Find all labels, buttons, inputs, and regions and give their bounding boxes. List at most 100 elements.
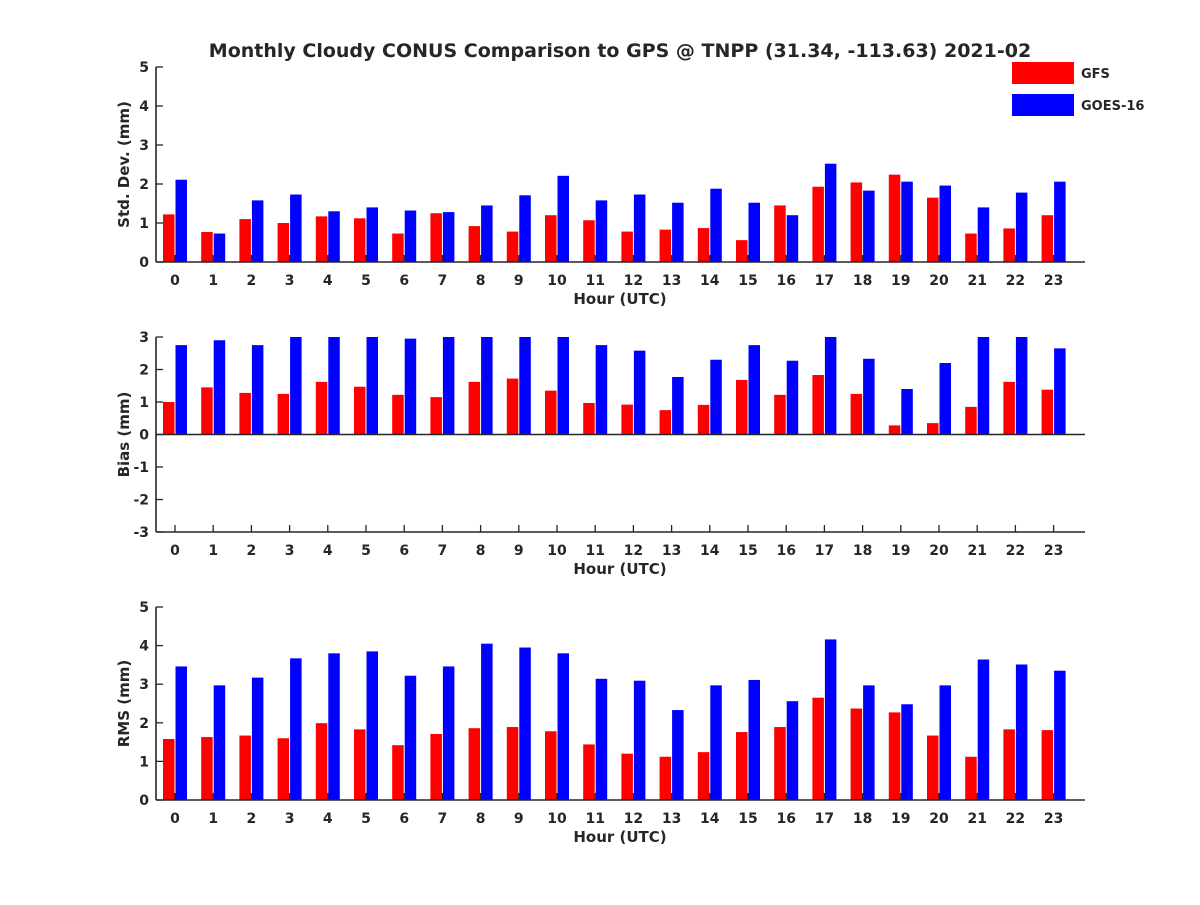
bar-2-0-14 — [697, 752, 710, 800]
bar-0-0-12 — [621, 231, 633, 262]
bar-0-0-4 — [315, 216, 328, 262]
y-tick-label-1-4: 1 — [139, 395, 149, 411]
bar-0-1-6 — [404, 210, 417, 262]
bar-2-0-16 — [774, 727, 786, 800]
x-tick-label-0-18: 18 — [853, 273, 872, 289]
bar-1-0-9 — [506, 378, 519, 435]
x-tick-label-2-6: 6 — [399, 811, 409, 827]
bar-0-1-7 — [442, 212, 455, 262]
x-tick-label-1-1: 1 — [208, 543, 218, 559]
bar-0-1-12 — [633, 194, 646, 262]
y-axis-label-0: Std. Dev. (mm) — [115, 101, 133, 228]
x-tick-label-0-4: 4 — [323, 273, 333, 289]
x-tick-label-2-5: 5 — [361, 811, 371, 827]
bar-0-1-4 — [328, 211, 340, 262]
legend-swatch-1 — [1012, 94, 1074, 116]
bar-1-1-20 — [939, 363, 951, 435]
bar-1-0-12 — [621, 404, 633, 435]
x-tick-label-0-3: 3 — [285, 273, 295, 289]
x-tick-label-1-9: 9 — [514, 543, 524, 559]
bar-2-1-13 — [672, 710, 684, 800]
bar-1-1-3 — [290, 337, 302, 435]
x-tick-label-0-12: 12 — [624, 273, 643, 289]
bar-2-0-7 — [430, 733, 442, 800]
x-tick-label-0-22: 22 — [1006, 273, 1025, 289]
y-tick-label-0-4: 4 — [139, 99, 149, 115]
x-tick-label-1-17: 17 — [815, 543, 834, 559]
bar-1-1-8 — [481, 337, 493, 435]
bar-1-0-0 — [163, 402, 175, 435]
bar-1-0-8 — [468, 381, 481, 435]
y-tick-label-1-0: -3 — [133, 525, 149, 541]
x-tick-label-2-14: 14 — [700, 811, 720, 827]
x-tick-label-1-11: 11 — [585, 543, 604, 559]
x-tick-label-2-3: 3 — [285, 811, 295, 827]
bar-0-1-15 — [748, 202, 760, 262]
x-tick-label-0-17: 17 — [815, 273, 834, 289]
x-tick-label-0-15: 15 — [738, 273, 757, 289]
bar-2-0-4 — [315, 723, 328, 800]
legend-label-0: GFS — [1081, 67, 1110, 82]
bar-2-0-8 — [468, 728, 481, 800]
x-tick-label-2-1: 1 — [208, 811, 218, 827]
x-tick-label-1-22: 22 — [1006, 543, 1025, 559]
bar-1-1-10 — [557, 337, 569, 435]
y-tick-label-2-3: 3 — [139, 677, 149, 693]
bar-1-1-14 — [710, 359, 722, 435]
y-tick-label-0-3: 3 — [139, 138, 149, 154]
bar-1-0-15 — [736, 379, 748, 435]
bar-1-1-23 — [1054, 348, 1066, 435]
bar-0-1-8 — [481, 205, 493, 262]
x-tick-label-2-8: 8 — [476, 811, 486, 827]
x-tick-label-2-16: 16 — [776, 811, 795, 827]
bar-1-0-14 — [697, 404, 710, 435]
bar-0-0-11 — [583, 220, 595, 262]
bar-0-1-10 — [557, 175, 569, 262]
bar-1-1-1 — [213, 340, 226, 435]
x-tick-label-2-21: 21 — [967, 811, 986, 827]
bar-0-0-18 — [850, 182, 863, 262]
bar-1-0-10 — [545, 390, 557, 435]
x-tick-label-2-0: 0 — [170, 811, 180, 827]
bar-1-0-18 — [850, 393, 863, 435]
bar-0-1-22 — [1015, 192, 1028, 262]
bar-0-1-3 — [290, 194, 302, 262]
bar-2-1-6 — [404, 675, 417, 800]
bar-2-1-16 — [786, 701, 799, 800]
bar-2-1-2 — [251, 677, 264, 800]
bar-1-1-2 — [251, 345, 264, 435]
bar-2-0-22 — [1003, 729, 1015, 800]
bar-1-0-11 — [583, 402, 595, 435]
bar-0-1-19 — [901, 181, 913, 262]
bar-0-0-21 — [965, 233, 977, 262]
bar-2-0-17 — [812, 697, 824, 800]
bar-0-1-16 — [786, 215, 799, 262]
bar-2-1-15 — [748, 679, 760, 800]
bar-1-0-4 — [315, 381, 328, 435]
x-tick-label-0-1: 1 — [208, 273, 218, 289]
bar-0-1-9 — [519, 195, 531, 262]
y-tick-label-0-5: 5 — [139, 60, 149, 76]
bar-1-1-6 — [404, 338, 417, 435]
x-tick-label-2-9: 9 — [514, 811, 524, 827]
bar-2-1-0 — [175, 666, 187, 800]
y-axis-label-2: RMS (mm) — [115, 660, 133, 747]
bar-2-0-21 — [965, 756, 977, 800]
bar-2-0-6 — [392, 745, 404, 800]
bar-0-0-16 — [774, 205, 786, 262]
x-tick-label-0-14: 14 — [700, 273, 720, 289]
x-tick-label-0-19: 19 — [891, 273, 910, 289]
bar-2-0-1 — [201, 737, 213, 800]
y-tick-label-1-1: -2 — [133, 493, 149, 509]
y-tick-label-2-5: 5 — [139, 600, 149, 616]
bar-1-0-21 — [965, 406, 977, 435]
x-tick-label-2-2: 2 — [247, 811, 257, 827]
bar-2-0-9 — [506, 727, 519, 800]
y-tick-label-1-2: -1 — [133, 460, 149, 476]
bar-2-1-23 — [1054, 670, 1066, 800]
x-tick-label-1-16: 16 — [776, 543, 795, 559]
bar-1-0-23 — [1041, 389, 1054, 435]
x-tick-label-0-13: 13 — [662, 273, 681, 289]
